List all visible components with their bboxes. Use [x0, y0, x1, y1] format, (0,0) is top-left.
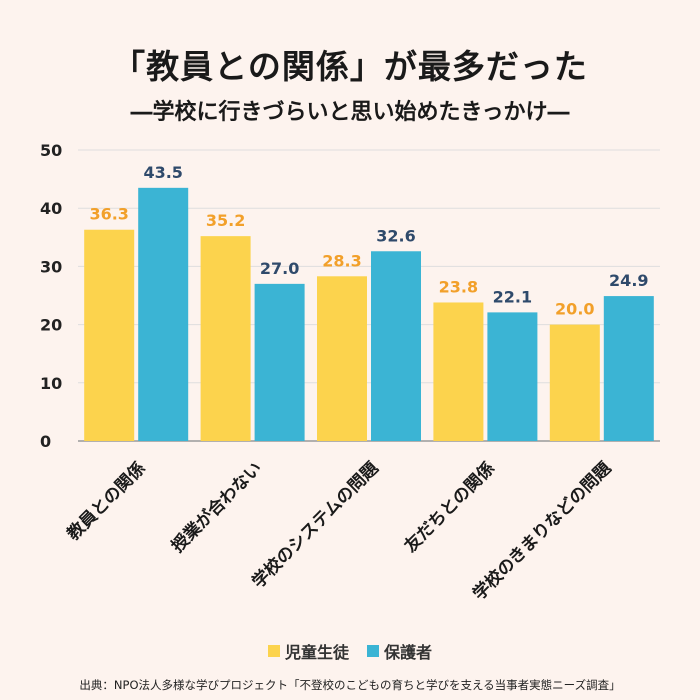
- data-label-students: 28.3: [322, 251, 361, 270]
- data-label-students: 36.3: [89, 205, 128, 224]
- bar-parents: [138, 187, 189, 441]
- legend-swatch-parents: [367, 645, 379, 657]
- data-label-students: 20.0: [555, 300, 594, 319]
- chart-title: 「教員との関係」が最多だった: [112, 47, 588, 86]
- legend-label-students: 児童生徒: [284, 643, 349, 662]
- y-tick-label: 30: [40, 257, 62, 276]
- data-label-parents: 43.5: [143, 163, 182, 182]
- data-label-students: 35.2: [206, 211, 245, 230]
- y-tick-label: 20: [40, 316, 62, 335]
- source-note: 出典：NPO法人多様な学びプロジェクト「不登校のこどもの育ちと学びを支える当事者…: [79, 678, 621, 692]
- legend-swatch-students: [267, 645, 280, 657]
- bar-parents: [487, 312, 538, 441]
- y-tick-label: 50: [40, 141, 62, 160]
- data-label-students: 23.8: [439, 277, 478, 296]
- data-label-parents: 22.1: [493, 287, 532, 306]
- legend-item-parents: 保護者: [367, 639, 432, 663]
- x-category-label: 授業が合わない: [167, 458, 266, 557]
- data-label-parents: 24.9: [609, 271, 648, 290]
- data-label-parents: 27.0: [260, 259, 299, 278]
- bar-parents: [254, 283, 305, 441]
- x-category-label: 学校のシステムの問題: [248, 457, 383, 592]
- legend: 児童生徒 保護者: [0, 639, 700, 663]
- x-category-label: 教員との関係: [62, 458, 150, 546]
- chart-subtitle: ―学校に行きづらいと思い始めたきっかけ―: [130, 100, 570, 125]
- bar-students: [433, 302, 484, 441]
- y-tick-label: 40: [40, 199, 62, 218]
- data-label-parents: 32.6: [376, 226, 415, 245]
- bar-students: [200, 236, 251, 441]
- y-tick-label: 0: [40, 432, 51, 451]
- bar-students: [549, 324, 600, 441]
- bar-parents: [371, 251, 421, 441]
- y-tick-label: 10: [40, 374, 62, 393]
- bar-students: [317, 276, 367, 441]
- legend-label-parents: 保護者: [384, 643, 433, 662]
- x-category-label: 友だちとの関係: [400, 458, 499, 557]
- legend-item-students: 児童生徒: [267, 639, 349, 663]
- bar-students: [84, 229, 135, 441]
- bar-parents: [603, 296, 654, 441]
